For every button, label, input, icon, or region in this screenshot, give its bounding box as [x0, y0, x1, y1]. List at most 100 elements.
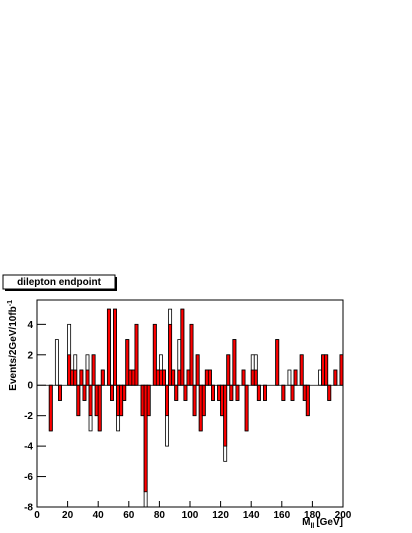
histogram-bar — [158, 369, 163, 386]
histogram-bar — [318, 369, 322, 386]
histogram-bar — [79, 369, 84, 386]
y-tick-label: 4 — [27, 320, 33, 331]
histogram-bar — [201, 384, 206, 417]
histogram-bar — [327, 384, 332, 401]
y-tick-label: -6 — [24, 472, 33, 483]
histogram-bar — [299, 354, 304, 386]
histogram-bar — [152, 323, 157, 386]
histogram-bar — [333, 369, 338, 386]
histogram-bar — [165, 384, 169, 417]
histogram-bar — [220, 384, 225, 417]
x-axis-label: Mll [GeV] — [302, 517, 343, 530]
histogram-bar — [305, 384, 310, 417]
y-tick-label: -4 — [24, 442, 33, 453]
histogram-bar — [177, 369, 182, 386]
histogram-bar — [192, 384, 197, 417]
histogram-bar — [54, 339, 59, 386]
x-tick-label: 180 — [304, 510, 321, 521]
histogram-bar — [186, 369, 191, 386]
histogram-bar — [287, 369, 292, 386]
histogram-bar — [134, 323, 139, 386]
histogram-bar — [128, 369, 133, 386]
x-label-main: M — [302, 517, 310, 528]
histogram-bar — [168, 323, 173, 386]
y-tick-label: 0 — [27, 381, 33, 392]
x-tick-label: 40 — [93, 510, 105, 521]
histogram-bar — [207, 369, 212, 386]
histogram-bar — [76, 384, 81, 417]
histogram-bar — [183, 384, 188, 401]
histogram-bar — [217, 384, 221, 401]
y-axis-label: Events/2GeV/10fb-1 — [7, 300, 19, 391]
histogram-bar — [189, 323, 194, 386]
histogram-bar — [174, 384, 179, 401]
x-tick-label: 80 — [154, 510, 166, 521]
histogram-bar — [146, 384, 151, 417]
histogram-bar — [195, 354, 200, 386]
histogram-bar — [48, 384, 53, 432]
histogram-bar — [143, 384, 148, 493]
x-tick-label: 140 — [243, 510, 260, 521]
histogram-bar — [253, 369, 258, 386]
histogram-bar — [302, 384, 307, 401]
histogram-bar — [125, 339, 130, 386]
histogram-bar — [250, 369, 255, 386]
histogram-bar — [58, 384, 62, 401]
y-tick-label: -2 — [24, 411, 33, 422]
histogram-bar — [223, 384, 228, 447]
histogram-bar — [97, 384, 102, 432]
histogram-bar — [204, 369, 209, 386]
histogram-bar — [162, 369, 166, 386]
histogram-bar — [226, 354, 231, 386]
histogram-bar — [235, 384, 240, 401]
x-tick-label: 200 — [335, 510, 352, 521]
x-tick-label: 160 — [273, 510, 290, 521]
histogram-bar — [94, 384, 99, 417]
title-box — [2, 274, 116, 290]
y-label-sup: -1 — [7, 300, 14, 306]
histogram-bar — [85, 369, 90, 386]
histogram-bar — [275, 339, 280, 386]
histogram-bar — [244, 384, 249, 432]
histogram-bar — [256, 384, 261, 401]
histogram-bar — [106, 308, 111, 386]
histogram-bar — [113, 308, 117, 386]
histogram-bar — [73, 369, 78, 386]
histogram-bar — [263, 384, 267, 401]
histogram-bar — [241, 369, 246, 386]
histogram-bar — [180, 308, 185, 386]
x-tick-label: 0 — [34, 510, 40, 521]
x-label-sub: ll — [310, 523, 314, 530]
histogram-bar — [211, 384, 215, 401]
histogram-bar — [119, 384, 124, 417]
histogram-bar — [198, 384, 203, 432]
y-tick-label: -8 — [24, 503, 33, 514]
histogram-bar — [229, 384, 234, 401]
histogram-bar — [70, 369, 75, 386]
histogram-bar — [67, 354, 72, 386]
histogram-bar — [293, 369, 298, 386]
histogram-bar — [88, 384, 93, 417]
y-tick-label: 2 — [27, 350, 33, 361]
histogram-bar — [91, 354, 96, 386]
histogram-bar — [321, 354, 326, 386]
x-tick-label: 60 — [123, 510, 135, 521]
chart-title: dilepton endpoint — [17, 277, 102, 288]
histogram-bar — [232, 339, 237, 386]
x-tick-label: 20 — [62, 510, 74, 521]
histogram-bar — [155, 369, 160, 386]
plot-area — [37, 308, 344, 508]
histogram-bar — [100, 369, 105, 386]
histogram-bar — [281, 384, 286, 401]
histogram-bar — [131, 369, 136, 386]
x-tick-label: 120 — [212, 510, 229, 521]
histogram-bar — [116, 384, 121, 417]
histogram-bar — [290, 384, 295, 401]
y-label-main: Events/2GeV/10fb — [8, 306, 19, 390]
x-label-unit: [GeV] — [316, 517, 343, 528]
histogram-bar — [110, 384, 114, 401]
histogram-bar — [122, 384, 127, 401]
histogram-bar — [171, 369, 176, 386]
x-tick-label: 100 — [182, 510, 199, 521]
